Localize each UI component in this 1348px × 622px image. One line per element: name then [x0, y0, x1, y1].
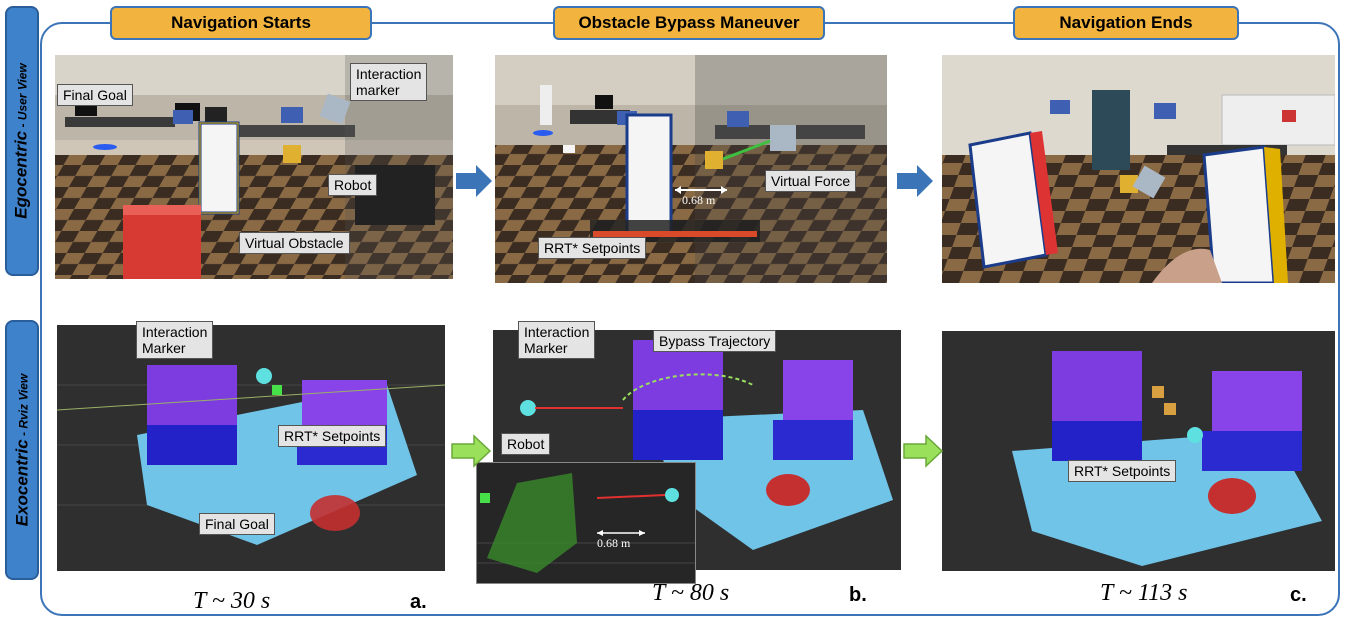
time-label-b: T ~ 80 s — [652, 580, 729, 607]
callout-text: RRT* Setpoints — [1074, 463, 1171, 479]
time-text: T ~ 113 s — [1100, 580, 1188, 606]
callout-text: RRT* Setpoints — [544, 240, 641, 256]
row-label-egocentric: Egocentric - User View — [5, 6, 39, 276]
panel-label-text: b. — [849, 584, 867, 606]
callout-rviz-final-goal-a: Final Goal — [199, 513, 275, 535]
callout-rviz-rrt-setpoints-a: RRT* Setpoints — [278, 425, 387, 447]
header-label: Navigation Ends — [1059, 13, 1193, 32]
callout-rviz-interaction-marker-a: Interaction Marker — [136, 321, 214, 359]
callout-text-line2: marker — [356, 82, 400, 98]
time-text: T ~ 80 s — [652, 580, 730, 606]
header-obstacle-bypass: Obstacle Bypass Maneuver — [553, 6, 825, 40]
callout-text-line1: Interaction — [356, 66, 422, 82]
distance-text: 0.68 m — [682, 193, 716, 207]
panel-label-text: c. — [1290, 584, 1307, 606]
callout-rviz-bypass-trajectory: Bypass Trajectory — [653, 330, 777, 352]
rviz-view-c — [942, 331, 1335, 571]
rviz-view-b — [493, 330, 901, 570]
callout-text: Final Goal — [63, 87, 127, 103]
callout-text: RRT* Setpoints — [284, 428, 381, 444]
callout-text: Robot — [507, 436, 545, 452]
panel-label-a: a. — [410, 591, 427, 614]
panel-label-b: b. — [849, 584, 867, 607]
callout-text-line1: Interaction — [524, 324, 590, 340]
callout-text: Virtual Force — [771, 173, 851, 189]
callout-rviz-rrt-setpoints-c: RRT* Setpoints — [1068, 460, 1177, 482]
callout-robot: Robot — [328, 174, 378, 196]
row-label-main: Egocentric — [12, 130, 32, 219]
inset-distance-label: 0.68 m — [597, 536, 630, 551]
egocentric-photo-c — [942, 55, 1335, 283]
callout-text: Bypass Trajectory — [659, 333, 771, 349]
callout-text-line2: Marker — [142, 340, 186, 356]
header-navigation-starts: Navigation Starts — [110, 6, 372, 40]
transition-arrow-green-1 — [451, 434, 492, 468]
panel-label-c: c. — [1290, 584, 1307, 607]
header-navigation-ends: Navigation Ends — [1013, 6, 1239, 40]
callout-text: Final Goal — [205, 516, 269, 532]
callout-text: Robot — [334, 177, 372, 193]
distance-text: 0.68 m — [597, 536, 631, 550]
callout-virtual-obstacle: Virtual Obstacle — [239, 232, 350, 254]
distance-label: 0.68 m — [682, 193, 715, 208]
time-label-a: T ~ 30 s — [193, 588, 270, 615]
callout-rviz-robot-b: Robot — [501, 433, 551, 455]
callout-rviz-interaction-marker-b: Interaction Marker — [518, 321, 596, 359]
row-label-sub: - User View — [16, 63, 31, 131]
time-text: T ~ 30 s — [193, 588, 271, 614]
callout-text: Virtual Obstacle — [245, 235, 344, 251]
callout-text-line2: Marker — [524, 340, 568, 356]
transition-arrow-blue-1 — [456, 165, 492, 197]
callout-text-line1: Interaction — [142, 324, 208, 340]
callout-virtual-force: Virtual Force — [765, 170, 857, 192]
time-label-c: T ~ 113 s — [1100, 580, 1187, 607]
row-label-exocentric: Exocentric - Rviz View — [5, 320, 39, 580]
panel-label-text: a. — [410, 591, 427, 613]
callout-rrt-setpoints: RRT* Setpoints — [538, 237, 647, 259]
row-label-main: Exocentric — [12, 439, 32, 527]
transition-arrow-green-2 — [903, 434, 944, 468]
transition-arrow-blue-2 — [897, 165, 933, 197]
row-label-sub: - Rviz View — [16, 373, 31, 440]
header-label: Navigation Starts — [171, 13, 311, 32]
callout-interaction-marker: Interaction marker — [350, 63, 428, 101]
header-label: Obstacle Bypass Maneuver — [578, 13, 800, 32]
egocentric-photo-a — [55, 55, 453, 279]
callout-final-goal: Final Goal — [57, 84, 133, 106]
rviz-inset-b — [476, 462, 696, 584]
